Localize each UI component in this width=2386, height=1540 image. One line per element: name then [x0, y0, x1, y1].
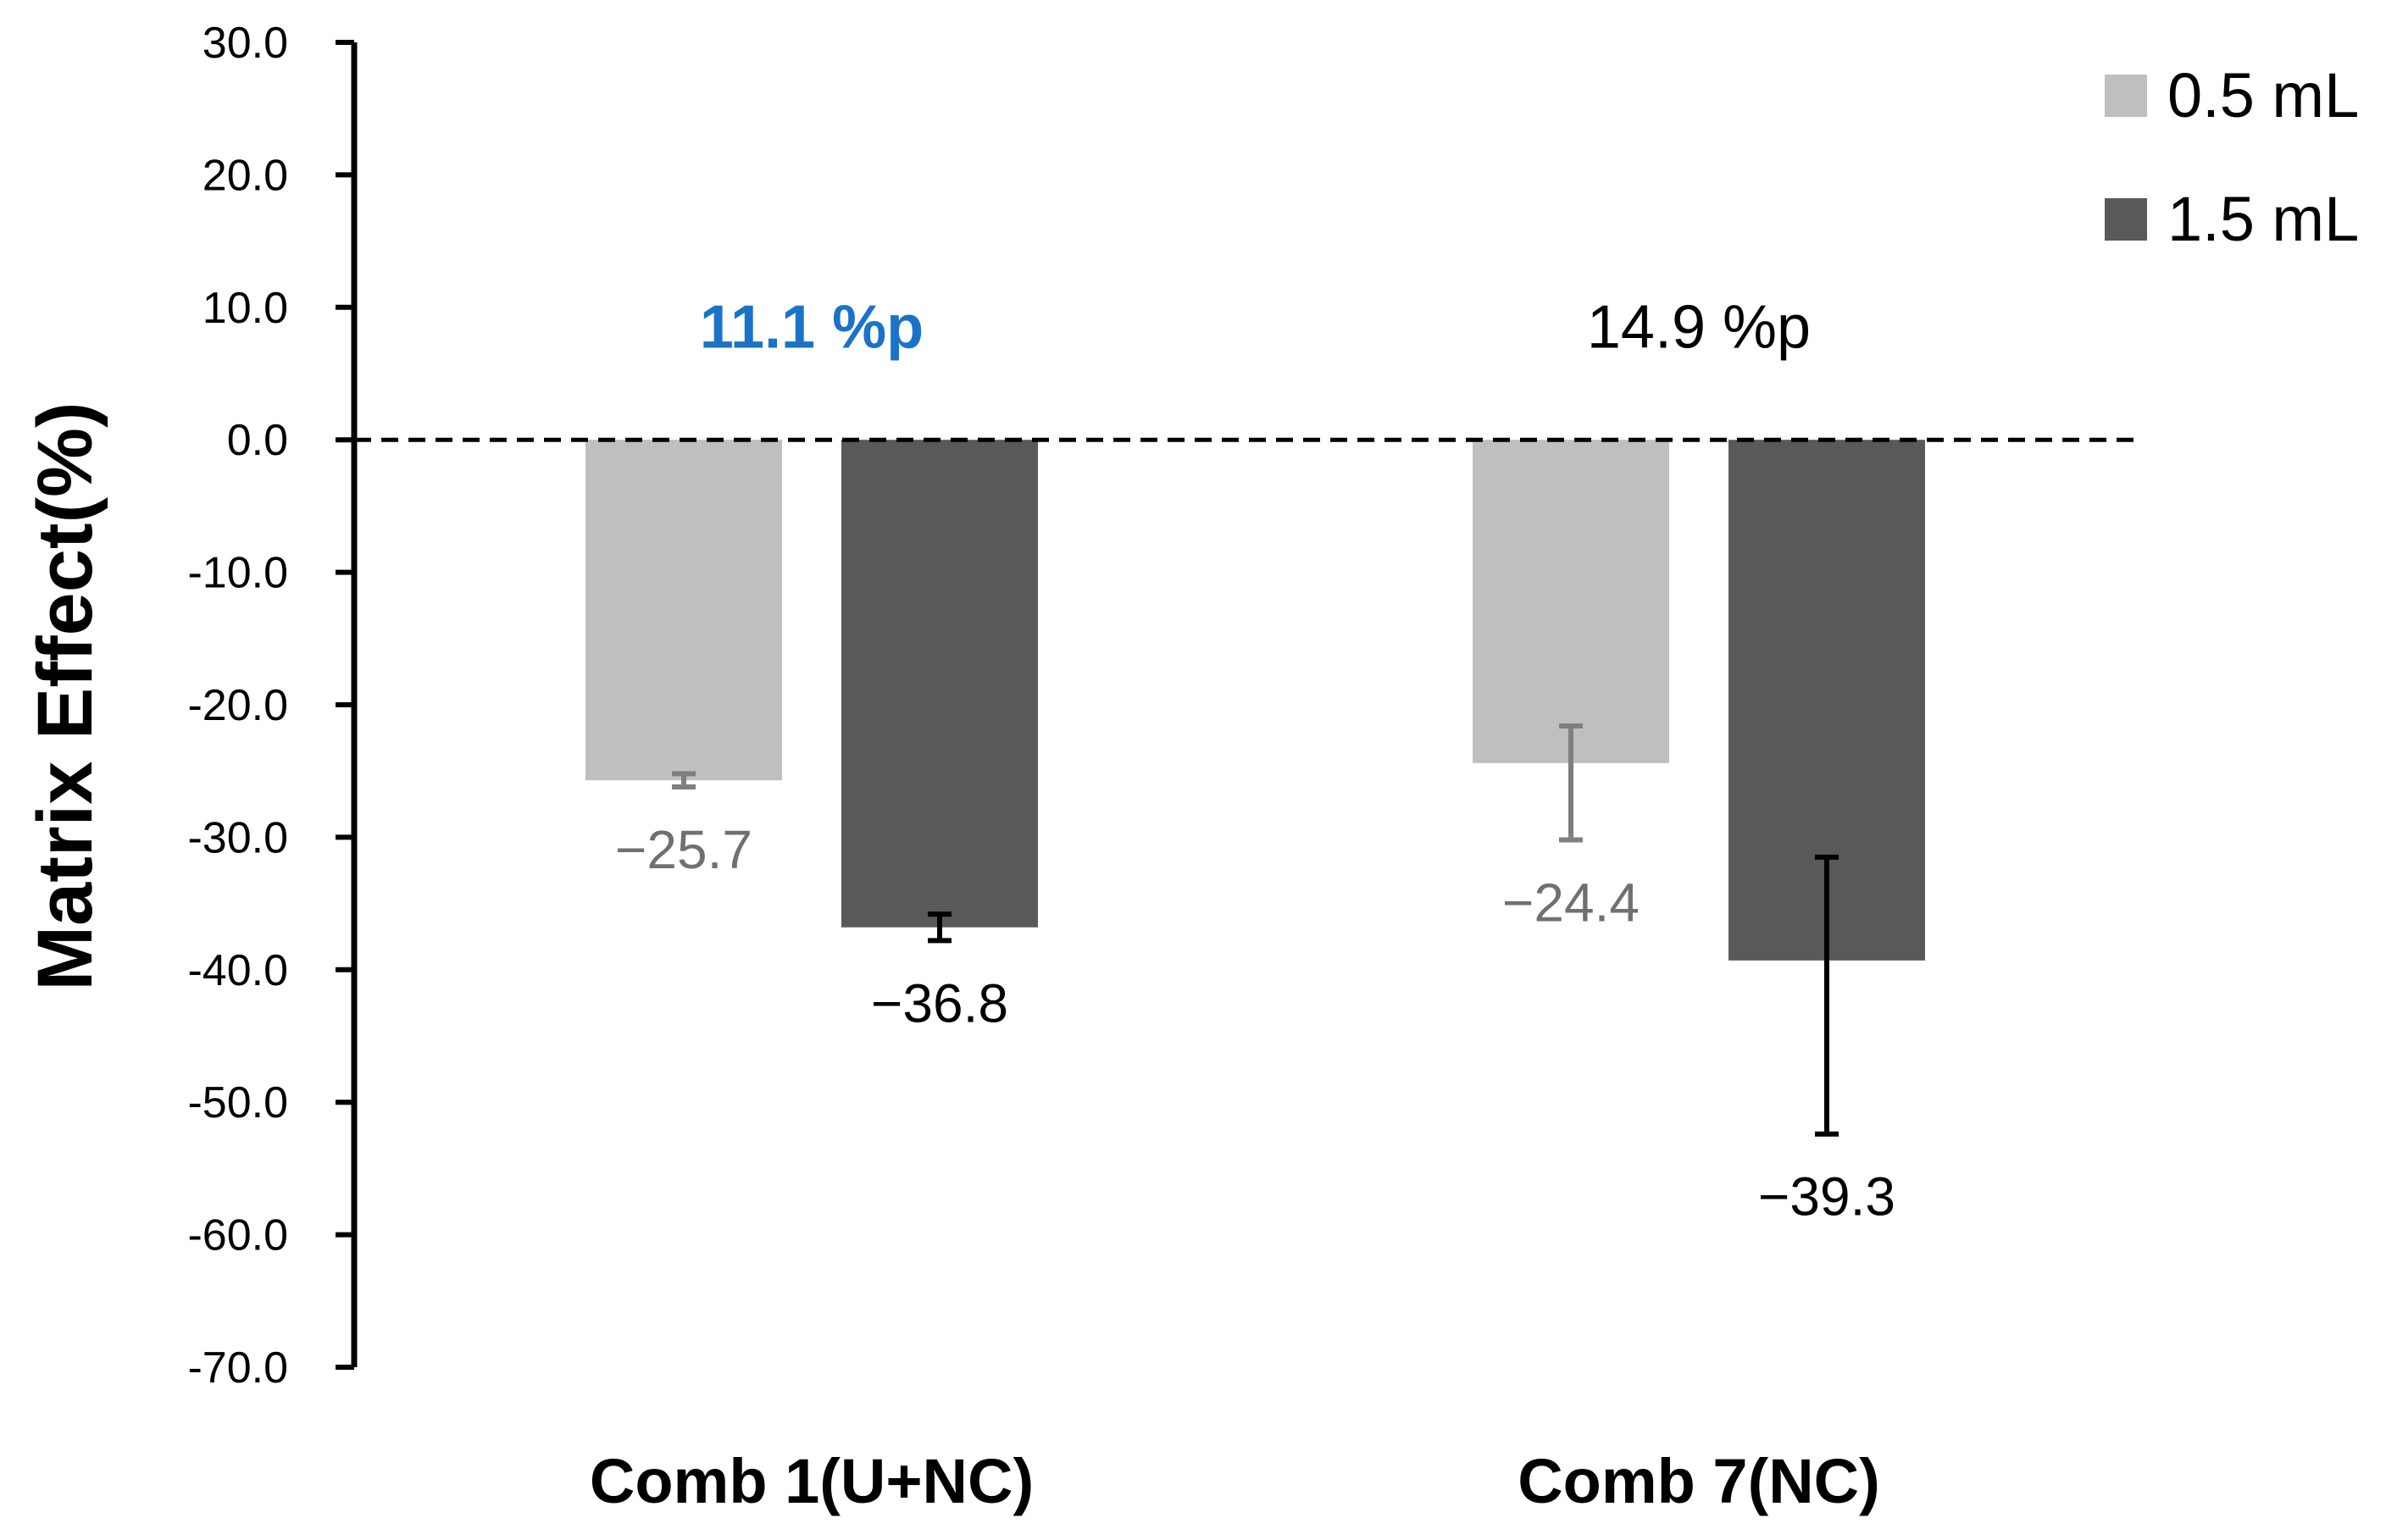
value-label: −25.7 [615, 819, 752, 880]
category-label: Comb 1(U+NC) [590, 1446, 1034, 1516]
difference-annotations: 11.1 %p 14.9 %p [700, 293, 1811, 361]
y-tick-label: -20.0 [187, 681, 288, 730]
category-labels: Comb 1(U+NC) Comb 7(NC) [590, 1446, 1880, 1516]
difference-annotation: 14.9 %p [1587, 293, 1811, 361]
bars [585, 440, 1925, 961]
difference-annotation: 11.1 %p [700, 293, 924, 361]
legend-swatch [2105, 75, 2147, 117]
value-label: −39.3 [1758, 1166, 1895, 1227]
y-tick-label: -70.0 [187, 1343, 288, 1393]
legend: 0.5 mL 1.5 mL [2105, 60, 2359, 254]
y-tick-label: 0.0 [227, 416, 288, 465]
value-label: −24.4 [1502, 872, 1640, 933]
y-tick-label: -40.0 [187, 946, 288, 995]
y-tick-label: -30.0 [187, 813, 288, 862]
y-tick-label: 20.0 [203, 151, 288, 200]
value-labels: −25.7 −24.4 −36.8 −39.3 [615, 819, 1895, 1227]
legend-label: 0.5 mL [2167, 60, 2359, 130]
bar-1-5ml-1 [841, 440, 1038, 928]
y-tick-label: 10.0 [203, 284, 288, 333]
category-label: Comb 7(NC) [1518, 1446, 1880, 1516]
y-tick-label: 30.0 [203, 19, 288, 68]
y-tick-label: -60.0 [187, 1211, 288, 1260]
legend-label: 1.5 mL [2167, 184, 2359, 254]
bar-0-5ml-1 [585, 440, 782, 781]
y-tick-label: -10.0 [187, 549, 288, 598]
y-axis-title: Matrix Effect(%) [22, 402, 108, 990]
bar-0-5ml-2 [1473, 440, 1669, 763]
error-bars [672, 723, 1839, 1137]
value-label: −36.8 [871, 972, 1008, 1033]
legend-swatch [2105, 198, 2147, 241]
y-tick-label: -50.0 [187, 1078, 288, 1127]
y-ticks: 30.0 20.0 10.0 0.0 -10.0 -20.0 -30.0 -40.0 -50.0… [187, 19, 354, 1393]
